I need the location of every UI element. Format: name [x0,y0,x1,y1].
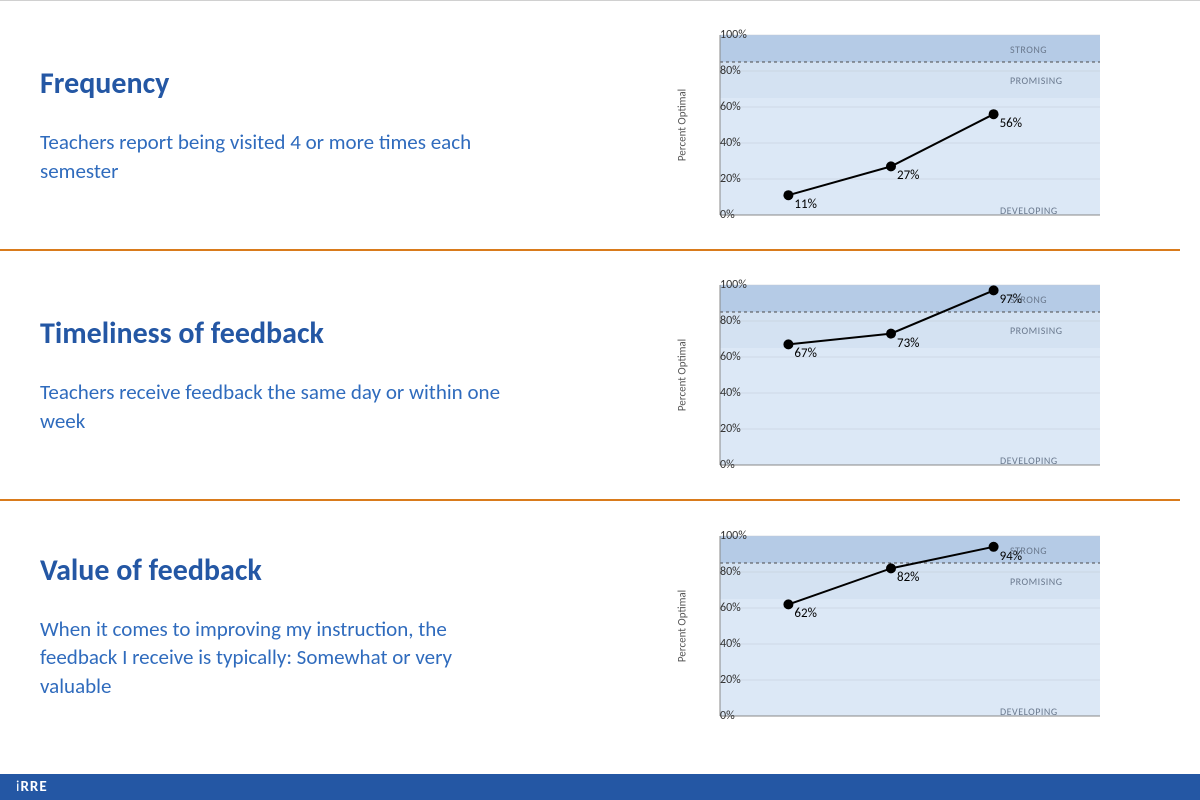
panel-1: Timeliness of feedback Teachers receive f… [0,251,1200,499]
panel-description: Teachers report being visited 4 or more … [40,128,520,185]
ytick-label: 0% [720,458,726,472]
data-point-label: 67% [794,346,816,361]
band-label: DEVELOPING [1000,705,1058,718]
ytick-label: 20% [720,422,726,436]
ytick-label: 60% [720,350,726,364]
ytick-label: 80% [720,64,726,78]
ytick-label: 80% [720,565,726,579]
ytick-label: 20% [720,172,726,186]
ytick-label: 40% [720,637,726,651]
panel-2: Value of feedback When it comes to improv… [0,501,1200,751]
ytick-label: 60% [720,100,726,114]
panel-heading: Value of feedback [40,552,640,589]
panel-heading: Timeliness of feedback [40,315,640,352]
band-label: DEVELOPING [1000,454,1058,467]
panel-heading: Frequency [40,65,640,102]
chart-1: 0%20%40%60%80%100%67%73%97%Percent Optim… [660,275,1120,475]
band-label: STRONG [1010,293,1047,306]
ytick-label: 60% [720,601,726,615]
ytick-label: 100% [720,529,726,543]
ytick-label: 20% [720,673,726,687]
ytick-label: 80% [720,314,726,328]
y-axis-label: Percent Optimal [676,590,689,662]
footer-bar: iRRE [0,774,1200,800]
data-point-label: 73% [897,336,919,351]
band-label: PROMISING [1010,74,1063,87]
band-label: STRONG [1010,544,1047,557]
ytick-label: 0% [720,208,726,222]
panel-description: Teachers receive feedback the same day o… [40,378,520,435]
y-axis-label: Percent Optimal [676,89,689,161]
band-label: DEVELOPING [1000,204,1058,217]
ytick-label: 100% [720,28,726,42]
band-label: STRONG [1010,43,1047,56]
band-label: PROMISING [1010,575,1063,588]
data-point-label: 11% [794,197,816,212]
panel-description: When it comes to improving my instructio… [40,615,520,700]
data-point-label: 82% [897,570,919,585]
ytick-label: 100% [720,278,726,292]
data-point-label: 56% [1000,116,1022,131]
footer-text-bold: RRE [20,778,47,796]
ytick-label: 0% [720,709,726,723]
band-label: PROMISING [1010,324,1063,337]
ytick-label: 40% [720,136,726,150]
chart-0: 0% 20% 40% 60% 80% 100% 11% 27% 56% Percent Optim… [660,25,1120,225]
ytick-label: 40% [720,386,726,400]
chart-2: 0%20%40%60%80%100%62%82%94%Percent Optim… [660,526,1120,726]
y-axis-label: Percent Optimal [676,339,689,411]
data-point-label: 27% [897,168,919,183]
data-point-label: 62% [794,606,816,621]
panel-0: Frequency Teachers report being visited 4… [0,1,1200,249]
